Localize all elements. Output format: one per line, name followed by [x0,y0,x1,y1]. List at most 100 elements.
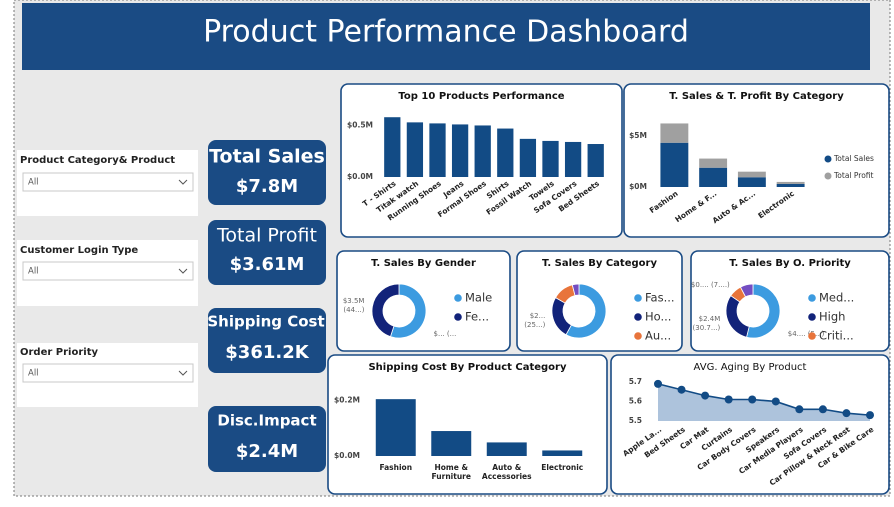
bar-segment [776,183,805,187]
dropdown[interactable] [22,363,194,383]
chart-title: T. Sales By O. Priority [729,258,851,269]
y-tick-label: $5M [629,131,647,140]
y-tick-label: $0.2M [334,396,360,405]
legend-swatch [634,313,642,321]
legend-swatch [454,313,462,321]
data-label: $2.4M [699,315,721,323]
bar [486,442,527,456]
card-label: Total Profit [216,225,317,247]
slicer-label: Customer Login Type [20,245,138,256]
point [724,395,733,404]
legend-swatch [824,155,832,163]
x-tick-label: Home & Furniture [431,463,471,481]
donut-slice [739,283,754,298]
point [748,395,757,404]
data-label: $2... [530,312,546,320]
legend-swatch [808,332,816,340]
card-box [208,220,326,285]
bar-segment [699,158,728,168]
dropdown[interactable] [22,172,194,192]
data-label: $3.5M [343,297,365,305]
slicer[interactable]: Order Priority All [17,343,198,407]
y-tick-label: $0M [629,182,647,191]
slicer[interactable]: Customer Login Type All [17,240,198,306]
card-label: Disc.Impact [217,412,316,430]
point [795,405,804,414]
line [657,383,871,416]
point [654,379,662,388]
chart-frame [327,354,608,495]
card-value: $7.8M [236,176,298,197]
bar [519,138,537,177]
bar [564,141,582,177]
bar [429,123,446,177]
dropdown-value: All [28,178,39,188]
card-box [208,406,326,472]
chart-title: T. Sales By Category [542,258,657,269]
point [771,397,780,406]
point [842,409,851,418]
data-label: (30.7...) [693,324,721,332]
chart-title: AVG. Aging By Product [694,362,807,373]
chevron [178,179,188,185]
data-label: (44...) [343,306,364,314]
card-box [208,140,326,205]
y-tick-label: $0.0M [334,451,360,460]
legend-label: High [819,310,845,324]
dropdown-value: All [28,267,39,277]
card-value: $2.4M [236,441,298,462]
y-tick-label: 5.5 [629,416,642,425]
x-tick-label: Electronic [541,463,584,472]
legend-label: Total Profit [833,171,874,180]
data-label: (25...) [524,321,545,329]
donut-slice [371,283,400,338]
legend-swatch [808,294,816,302]
chevron [178,370,188,376]
bar [406,122,424,177]
bar-segment [699,167,728,187]
x-tick-label: Fashion [379,463,413,472]
y-tick-label: $0.0M [347,172,373,181]
bar-segment [776,181,805,184]
donut-slice [389,283,427,339]
donut-slice [746,283,781,339]
card-label: Shipping Cost [207,313,324,331]
slicer-label: Order Priority [20,347,98,358]
y-tick-label: 5.7 [629,377,642,386]
legend-label: Fas... [645,291,675,305]
bar-segment [660,123,689,143]
bar [587,144,604,177]
data-label: $0.... (7....) [691,281,730,289]
legend-label: Fe... [465,310,489,324]
y-tick-label: $0.5M [347,120,373,129]
header-banner [22,3,870,70]
bar-segment [660,142,689,187]
point [701,391,710,400]
slicer-label: Product Category& Product [20,155,175,166]
chart-title: Top 10 Products Performance [398,91,564,102]
header-title: Product Performance Dashboard [203,15,689,50]
dropdown-value: All [28,369,39,379]
chart-title: Shipping Cost By Product Category [368,362,567,373]
chart-title: T. Sales By Gender [371,258,476,269]
point [866,411,874,420]
legend-label: Ho... [645,310,671,324]
kpi-card: Total Profit $3.61M [208,220,326,285]
card-box [208,308,326,373]
dropdown[interactable] [22,261,194,281]
point [677,385,686,394]
bar [542,450,583,456]
slicer[interactable]: Product Category& Product All [17,150,198,216]
chart-title: T. Sales & T. Profit By Category [669,91,844,102]
area-fill [658,383,870,421]
data-label: $... (... [434,330,457,338]
bar [375,399,416,456]
legend-label: Au... [645,329,671,343]
bar [431,431,472,456]
chevron [178,268,188,274]
bar-segment [737,171,766,178]
bar [542,140,559,177]
data-label: $4.... (5...) [788,330,825,338]
